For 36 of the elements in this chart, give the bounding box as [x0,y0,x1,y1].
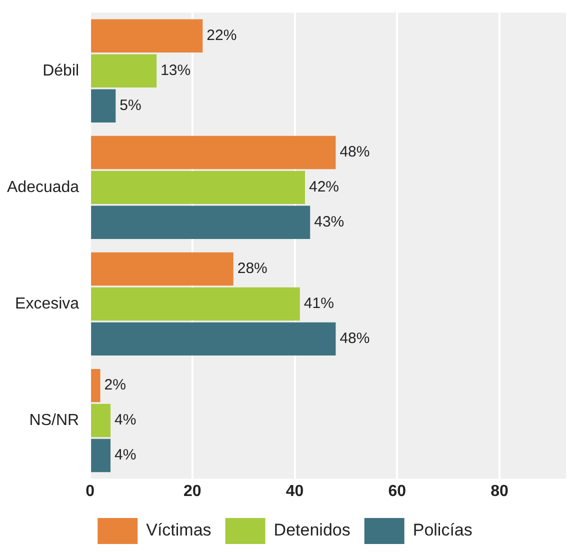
bar [91,170,305,204]
legend-label: Víctimas [146,520,212,540]
bar [91,206,310,239]
y-tick-label: Adecuada [7,178,80,196]
x-tick-label: 20 [184,482,202,500]
data-label: 43% [314,214,344,231]
legend-label: Policías [412,520,472,540]
data-label: 48% [340,330,370,348]
data-label: 13% [160,62,191,80]
data-label: 28% [237,260,268,278]
data-label: 48% [340,144,370,161]
legend-label: Detenidos [274,520,350,540]
bar [91,54,157,88]
bar [91,368,100,402]
data-label: 4% [114,446,136,464]
bar [91,438,111,472]
bar [91,404,111,438]
data-label: 22% [206,27,237,44]
bar [91,89,116,122]
bar [91,252,234,286]
y-tick-label: Débil [42,62,80,80]
data-label: 5% [120,96,142,114]
x-tick-label: 60 [388,482,406,500]
bar [91,19,203,53]
x-tick-label: 0 [86,482,95,500]
y-tick-label: NS/NR [29,412,80,429]
x-tick-label: 80 [490,482,508,500]
x-tick-label: 40 [286,482,304,500]
data-label: 41% [304,295,334,312]
data-label: 2% [104,376,126,394]
bar [91,136,336,170]
data-label: 42% [309,178,340,196]
y-tick-label: Excesiva [15,295,80,312]
bar [91,322,336,356]
data-label: 4% [114,412,136,429]
bar [91,287,300,321]
